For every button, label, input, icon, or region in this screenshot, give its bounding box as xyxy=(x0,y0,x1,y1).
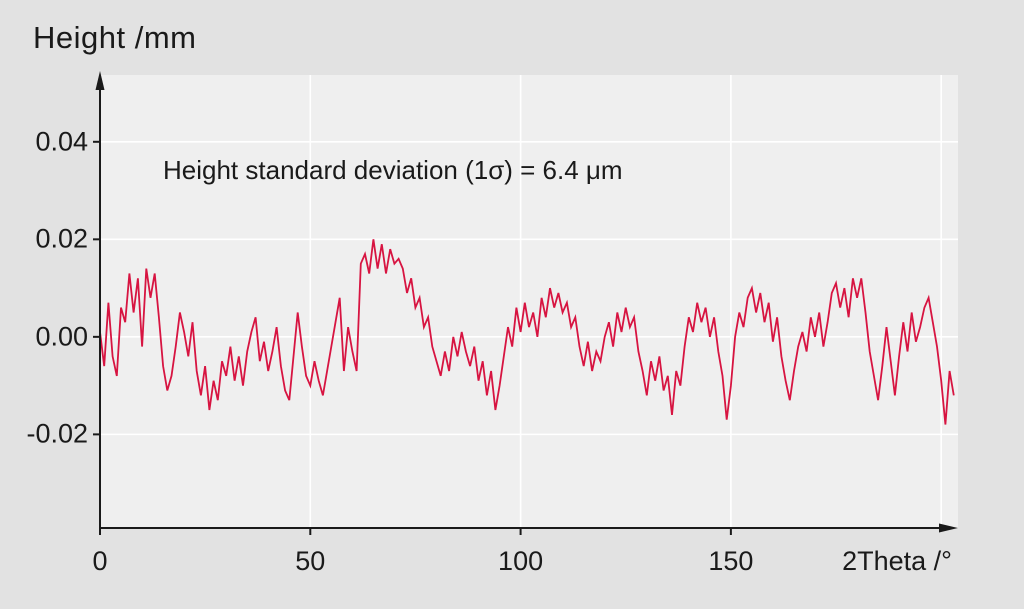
y-tick-label: -0.02 xyxy=(26,418,88,449)
y-tick-label: 0.00 xyxy=(35,321,88,352)
x-axis-arrowhead xyxy=(939,523,958,533)
y-axis-arrowhead xyxy=(95,71,105,90)
x-tick-label: 100 xyxy=(498,546,544,576)
x-tick-label: 0 xyxy=(92,546,108,576)
x-axis-title: 2Theta /° xyxy=(842,546,952,576)
plot-area xyxy=(100,75,958,528)
y-axis-title: Height /mm xyxy=(33,20,197,55)
y-tick-label: 0.02 xyxy=(35,223,88,254)
y-tick-label: 0.04 xyxy=(35,126,88,157)
std-deviation-annotation: Height standard deviation (1σ) = 6.4 μm xyxy=(163,155,623,185)
x-tick-label: 150 xyxy=(708,546,754,576)
height-profile-line xyxy=(99,239,955,425)
x-tick-label: 50 xyxy=(295,546,326,576)
